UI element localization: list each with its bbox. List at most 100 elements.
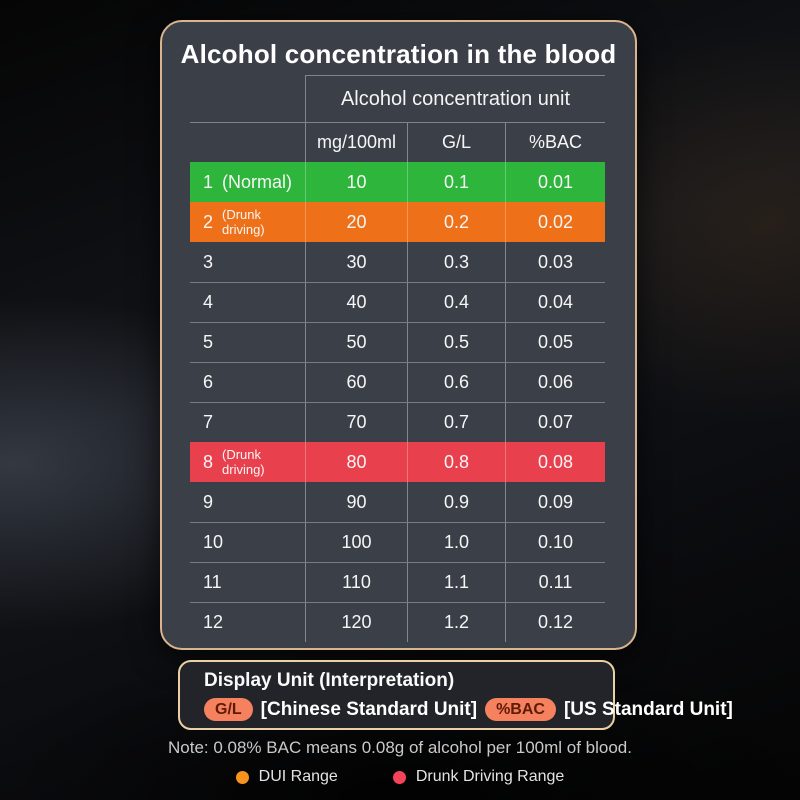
col-header-gl: G/L [407, 123, 505, 162]
row-number: 5 [203, 332, 214, 352]
value-cell-bac: 0.06 [505, 363, 605, 402]
row-label-cell: 11 [190, 563, 305, 602]
value-cell-bac: 0.12 [505, 603, 605, 642]
value-cell-bac: 0.02 [505, 202, 605, 242]
row-number: 8 [203, 451, 214, 472]
row-label-cell: 12 [190, 603, 305, 642]
us-standard-label: [US Standard Unit] [563, 698, 733, 720]
value-cell-mg100ml: 40 [305, 283, 407, 322]
row-annotation: (Normal) [222, 171, 293, 192]
bac-unit-pill: %BAC [485, 698, 556, 721]
row-number: 3 [203, 251, 214, 272]
value-cell-bac: 0.11 [505, 563, 605, 602]
row-label-cell: 5 [190, 323, 305, 362]
value-cell-mg100ml: 110 [305, 563, 407, 602]
panel-title: Display Unit (Interpretation) [204, 670, 455, 691]
table-row-5: 5 50 0.5 0.05 [190, 322, 605, 362]
table-row-1: 1 (Normal) 10 0.1 0.01 [190, 162, 605, 202]
row-number: 11 [203, 572, 222, 592]
table-corner-blank [190, 75, 305, 122]
table-row-10: 10 100 1.0 0.10 [190, 522, 605, 562]
drunk-driving-range-dot-icon [392, 770, 406, 784]
value-cell-bac: 0.10 [505, 523, 605, 562]
alcohol-table-card: Alcohol concentration in the blood Alcoh… [160, 20, 637, 650]
value-cell-mg100ml: 90 [305, 482, 407, 522]
dui-range-dot-icon [235, 770, 249, 784]
col-header-mg100ml: mg/100ml [305, 123, 407, 162]
value-cell-gl: 1.2 [407, 603, 505, 642]
table-row-12: 12 120 1.2 0.12 [190, 602, 605, 642]
table-row-6: 6 60 0.6 0.06 [190, 362, 605, 402]
display-unit-panel: Display Unit (Interpretation) G/L [Chine… [178, 660, 733, 730]
unit-group-header: Alcohol concentration unit [305, 75, 605, 122]
range-legend: DUI Range Drunk Driving Range [0, 768, 800, 786]
table-row-9: 9 90 0.9 0.09 [190, 482, 605, 522]
row-number: 4 [203, 292, 214, 312]
value-cell-gl: 0.6 [407, 363, 505, 402]
row-label-cell: 10 [190, 523, 305, 562]
table-row-11: 11 110 1.1 0.11 [190, 562, 605, 602]
value-cell-bac: 0.04 [505, 283, 605, 322]
row-number: 2 [203, 211, 214, 232]
value-cell-bac: 0.07 [505, 403, 605, 442]
row-label-cell: 4 [190, 283, 305, 322]
table-row-4: 4 40 0.4 0.04 [190, 282, 605, 322]
value-cell-gl: 1.0 [407, 523, 505, 562]
gl-unit-pill: G/L [204, 698, 253, 721]
concentration-table: Alcohol concentration unit mg/100ml G/L … [190, 75, 605, 642]
row-number: 6 [203, 372, 214, 392]
value-cell-gl: 0.7 [407, 403, 505, 442]
page-title: Alcohol concentration in the blood [180, 39, 617, 69]
value-cell-gl: 0.4 [407, 283, 505, 322]
table-row-7: 7 70 0.7 0.07 [190, 402, 605, 442]
table-row-2: 2 (Drunk driving) 20 0.2 0.02 [190, 202, 605, 242]
value-cell-mg100ml: 60 [305, 363, 407, 402]
chinese-standard-label: [Chinese Standard Unit] [260, 698, 478, 720]
value-cell-bac: 0.01 [505, 162, 605, 202]
dui-range-label: DUI Range [258, 768, 338, 785]
row-label-cell: 1 (Normal) [190, 162, 305, 202]
unit-header-row: Alcohol concentration unit [190, 75, 605, 122]
row-label-cell: 6 [190, 363, 305, 402]
table-row-8: 8 (Drunk driving) 80 0.8 0.08 [190, 442, 605, 482]
legend-item-dui: DUI Range [235, 768, 338, 786]
row-label-cell: 8 (Drunk driving) [190, 442, 305, 482]
row-number: 12 [203, 612, 224, 632]
table-row-3: 3 30 0.3 0.03 [190, 242, 605, 282]
value-cell-bac: 0.08 [505, 442, 605, 482]
drunk-driving-range-label: Drunk Driving Range [415, 768, 565, 785]
row-annotation: (Drunk driving) [222, 207, 265, 237]
value-cell-gl: 0.1 [407, 162, 505, 202]
row-annotation: (Drunk driving) [222, 447, 265, 477]
row-label-cell: 3 [190, 242, 305, 282]
value-cell-gl: 0.8 [407, 442, 505, 482]
value-cell-mg100ml: 80 [305, 442, 407, 482]
value-cell-bac: 0.05 [505, 323, 605, 362]
note-text: Note: 0.08% BAC means 0.08g of alcohol p… [167, 738, 632, 757]
value-cell-gl: 0.9 [407, 482, 505, 522]
value-cell-gl: 0.5 [407, 323, 505, 362]
value-cell-mg100ml: 10 [305, 162, 407, 202]
value-cell-mg100ml: 20 [305, 202, 407, 242]
value-cell-gl: 1.1 [407, 563, 505, 602]
row-label-cell: 7 [190, 403, 305, 442]
legend-item-drunk: Drunk Driving Range [392, 768, 565, 786]
value-cell-mg100ml: 30 [305, 242, 407, 282]
row-label-cell: 9 [190, 482, 305, 522]
col-header-blank [190, 123, 305, 162]
value-cell-gl: 0.3 [407, 242, 505, 282]
row-number: 10 [203, 532, 224, 552]
value-cell-bac: 0.03 [505, 242, 605, 282]
value-cell-mg100ml: 50 [305, 323, 407, 362]
row-number: 9 [203, 491, 214, 512]
row-number: 7 [203, 412, 214, 432]
value-cell-gl: 0.2 [407, 202, 505, 242]
col-header-bac: %BAC [505, 123, 605, 162]
value-cell-mg100ml: 100 [305, 523, 407, 562]
column-header-row: mg/100ml G/L %BAC [190, 122, 605, 162]
value-cell-mg100ml: 120 [305, 603, 407, 642]
row-label-cell: 2 (Drunk driving) [190, 202, 305, 242]
row-number: 1 [203, 171, 214, 192]
panel-unit-line: G/L [Chinese Standard Unit] %BAC [US Sta… [204, 698, 733, 721]
value-cell-mg100ml: 70 [305, 403, 407, 442]
